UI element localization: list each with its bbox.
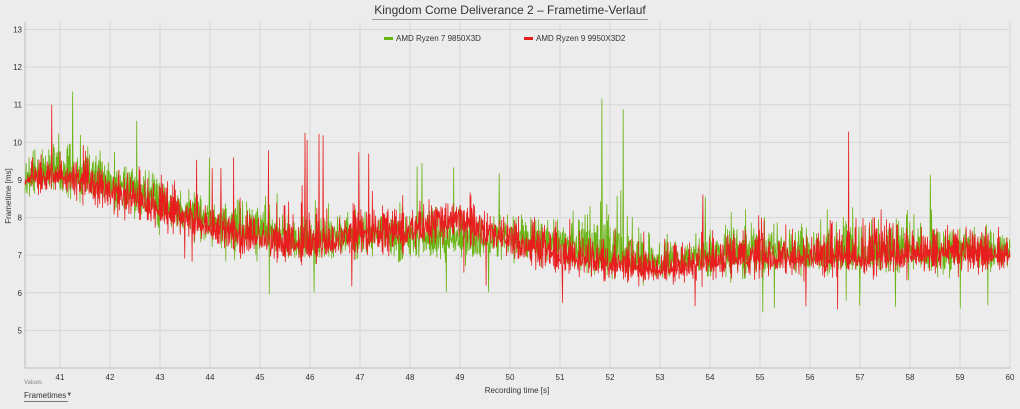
chart-title: Kingdom Come Deliverance 2 – Frametime-V… [0, 3, 1020, 20]
y-tick-label: 6 [18, 289, 23, 298]
y-tick-label: 9 [18, 176, 23, 185]
x-tick-label: 44 [206, 373, 215, 382]
x-tick-label: 47 [356, 373, 365, 382]
x-tick-label: 55 [756, 373, 765, 382]
chart-title-text: Kingdom Come Deliverance 2 – Frametime-V… [372, 3, 648, 20]
legend-item-9950x3d2[interactable]: AMD Ryzen 9 9950X3D2 [524, 34, 625, 43]
x-tick-label: 52 [606, 373, 615, 382]
x-tick-label: 42 [106, 373, 115, 382]
x-tick-label: 58 [906, 373, 915, 382]
legend-label-9950x3d2: AMD Ryzen 9 9950X3D2 [536, 34, 626, 43]
values-label: Values [24, 380, 42, 386]
series-line-9950x3d2 [24, 104, 1011, 310]
legend-swatch-9950x3d2 [524, 37, 533, 40]
series-layer [24, 91, 1011, 313]
x-tick-label: 54 [706, 373, 715, 382]
x-tick-label: 56 [806, 373, 815, 382]
legend-item-9850x3d[interactable]: AMD Ryzen 7 9850X3D [384, 34, 481, 43]
y-tick-label: 13 [13, 26, 22, 35]
values-dropdown[interactable]: Frametimes ▼ [24, 389, 72, 402]
y-tick-label: 5 [18, 326, 23, 335]
x-tick-label: 46 [306, 373, 315, 382]
legend-label-9850x3d: AMD Ryzen 7 9850X3D [396, 34, 481, 43]
y-tick-label: 8 [18, 214, 23, 223]
x-tick-label: 43 [156, 373, 165, 382]
x-axis-label: Recording time [s] [485, 386, 549, 395]
x-tick-label: 49 [456, 373, 465, 382]
y-axis: 5 6 7 8 9 10 11 12 13 [13, 26, 22, 336]
legend-swatch-9850x3d [384, 37, 393, 40]
x-tick-label: 50 [506, 373, 515, 382]
y-tick-label: 7 [18, 251, 23, 260]
x-tick-label: 45 [256, 373, 265, 382]
x-tick-label: 53 [656, 373, 665, 382]
x-tick-label: 59 [956, 373, 965, 382]
chevron-down-icon: ▼ [66, 392, 73, 398]
x-axis: 41 42 43 44 45 46 47 48 49 50 51 52 53 54 55 56 57 58 59 60 [56, 373, 1015, 382]
values-selected: Frametimes [24, 390, 67, 400]
y-tick-label: 11 [14, 101, 23, 110]
y-tick-label: 10 [13, 138, 22, 147]
y-tick-label: 12 [13, 63, 22, 72]
x-tick-label: 48 [406, 373, 415, 382]
x-tick-label: 41 [56, 373, 65, 382]
legend: AMD Ryzen 7 9850X3D AMD Ryzen 9 9950X3D2 [0, 34, 1020, 48]
x-tick-label: 57 [856, 373, 865, 382]
x-tick-label: 51 [556, 373, 565, 382]
y-axis-label: Frametime [ms] [4, 168, 13, 224]
x-tick-label: 60 [1006, 373, 1015, 382]
